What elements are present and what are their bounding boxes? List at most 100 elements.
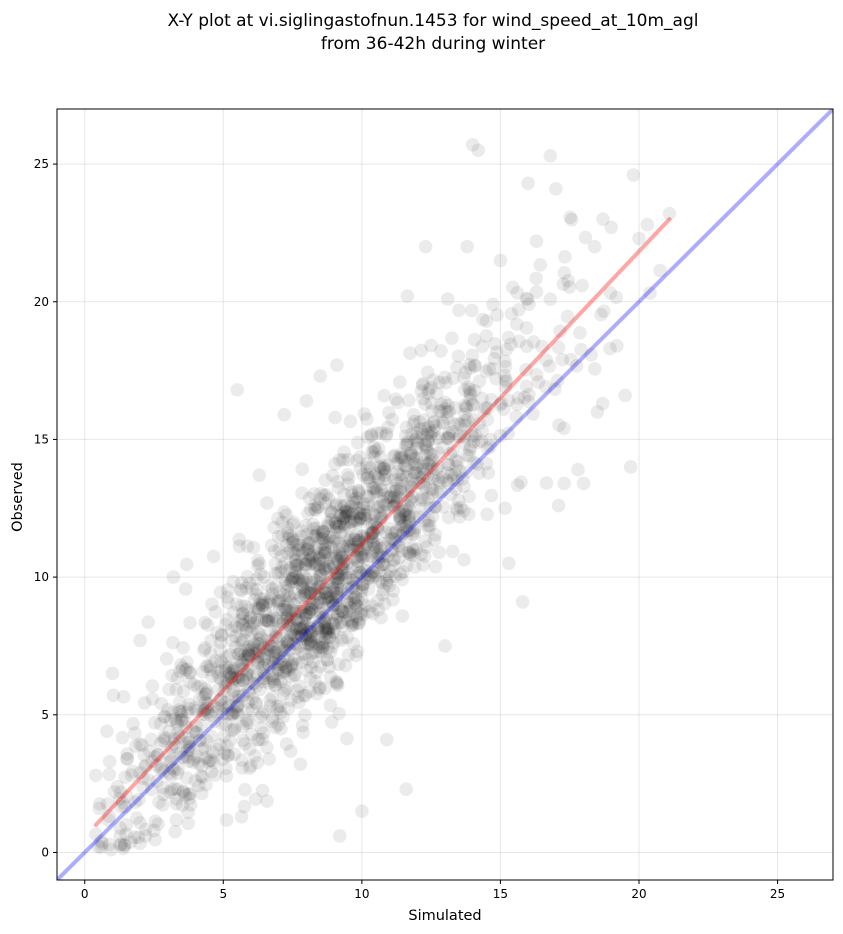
chart-title-line1: X-Y plot at vi.siglingastofnun.1453 for … — [167, 11, 698, 31]
data-point — [360, 467, 375, 482]
data-point — [256, 640, 271, 655]
data-point — [446, 444, 461, 458]
data-point — [286, 545, 300, 560]
data-point — [170, 766, 185, 780]
data-point — [381, 405, 396, 420]
data-point — [237, 648, 252, 663]
data-point — [442, 426, 456, 440]
data-point — [575, 278, 589, 293]
data-point — [176, 684, 191, 699]
data-point — [249, 696, 264, 711]
data-point — [407, 527, 422, 541]
data-point — [94, 840, 109, 854]
data-point — [618, 388, 632, 403]
data-point — [169, 813, 184, 827]
data-point — [356, 551, 370, 565]
data-point — [262, 752, 276, 766]
data-point — [510, 285, 525, 300]
data-point — [359, 460, 374, 475]
data-point — [346, 592, 361, 607]
data-point — [334, 615, 348, 630]
data-point — [312, 563, 327, 577]
data-point — [175, 798, 190, 812]
data-point — [366, 535, 380, 549]
data-point — [297, 619, 312, 634]
data-point — [295, 577, 310, 591]
data-point — [341, 477, 355, 492]
data-point — [279, 508, 294, 522]
data-point — [298, 518, 313, 533]
identity-line — [57, 109, 833, 880]
data-point — [311, 525, 325, 539]
data-point — [465, 137, 480, 152]
data-point — [318, 585, 333, 600]
data-point — [387, 494, 401, 508]
data-point — [230, 383, 244, 397]
data-point — [329, 549, 343, 563]
data-point — [352, 533, 366, 548]
data-point — [306, 517, 320, 532]
data-point — [335, 550, 350, 564]
data-point — [218, 717, 233, 731]
data-point — [228, 664, 242, 679]
data-point — [428, 527, 443, 542]
data-point — [127, 830, 142, 844]
data-point — [323, 630, 337, 645]
data-point — [227, 704, 242, 719]
data-point — [153, 736, 168, 751]
data-point — [218, 663, 233, 678]
data-point — [533, 257, 548, 272]
data-point — [315, 640, 329, 655]
data-point — [241, 648, 255, 663]
data-point — [378, 525, 393, 539]
data-point — [278, 602, 293, 617]
data-point — [356, 497, 371, 511]
data-point — [231, 698, 245, 713]
data-point — [328, 410, 342, 425]
data-point — [423, 481, 438, 496]
data-point — [298, 628, 313, 643]
data-point — [206, 549, 221, 564]
data-point — [244, 643, 258, 658]
data-point — [226, 574, 241, 589]
data-point — [346, 543, 361, 558]
data-point — [331, 610, 346, 624]
data-point — [392, 468, 406, 482]
data-point — [475, 424, 489, 438]
data-point — [313, 579, 327, 594]
data-point — [328, 516, 342, 531]
data-point — [240, 569, 255, 584]
data-point — [257, 704, 272, 719]
data-point — [427, 533, 442, 547]
data-point — [251, 625, 265, 639]
data-point — [501, 393, 516, 408]
data-point — [553, 324, 567, 338]
data-point — [332, 829, 347, 843]
data-point — [229, 689, 243, 704]
data-point — [198, 687, 213, 701]
data-point — [410, 434, 425, 449]
data-point — [187, 677, 201, 692]
data-point — [394, 513, 408, 528]
data-point — [490, 308, 504, 322]
data-point — [235, 760, 250, 775]
data-point — [320, 652, 334, 667]
data-point — [623, 460, 638, 474]
data-point — [253, 592, 268, 606]
data-point — [340, 613, 355, 628]
data-point — [294, 529, 309, 544]
data-point — [102, 809, 117, 824]
data-point — [263, 698, 278, 713]
data-point — [381, 458, 396, 473]
data-point — [386, 559, 401, 573]
data-point — [138, 829, 153, 843]
data-point — [335, 633, 349, 648]
data-point — [204, 729, 219, 743]
data-point — [632, 231, 646, 246]
data-point — [406, 541, 420, 555]
data-point — [196, 664, 210, 679]
data-point — [401, 484, 415, 498]
data-point — [325, 598, 340, 613]
data-point — [342, 521, 356, 535]
